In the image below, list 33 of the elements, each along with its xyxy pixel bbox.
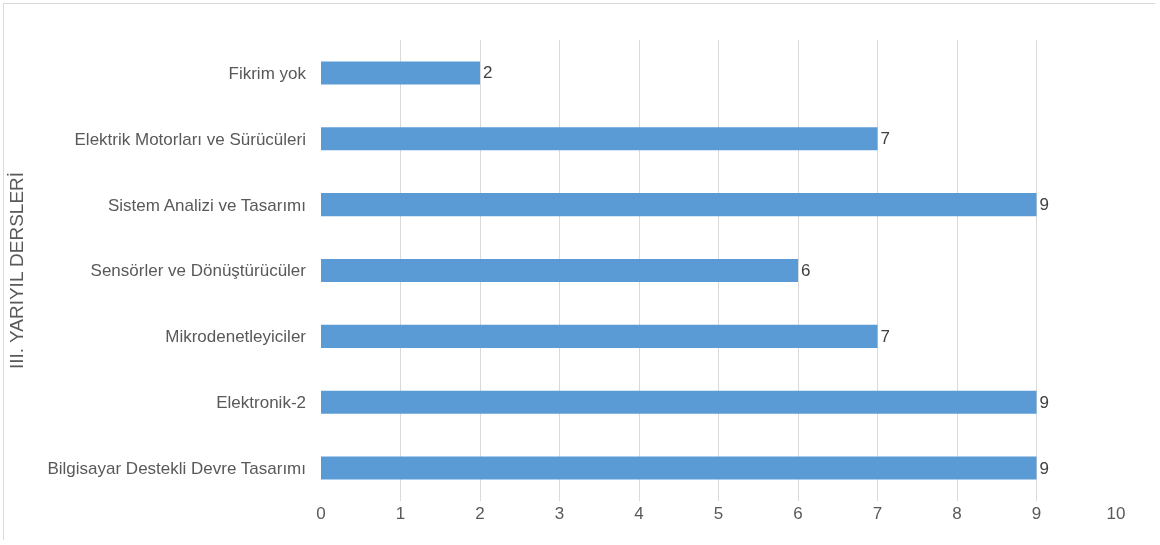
data-label: 2 — [483, 63, 493, 83]
y-axis-title: III. YARIYIL DERSLERİ — [6, 171, 28, 370]
bar — [321, 456, 1037, 480]
x-tick-label: 10 — [1106, 504, 1126, 523]
bar — [321, 258, 798, 283]
x-tick-label: 8 — [952, 504, 962, 523]
data-label: 6 — [801, 261, 811, 281]
x-tick-label: 5 — [713, 504, 724, 523]
x-tick-label: 6 — [793, 504, 803, 523]
data-label: 7 — [880, 326, 890, 346]
y-tick-label: Elektronik-2 — [216, 393, 306, 413]
x-tick-label: 7 — [872, 504, 883, 523]
x-tick-label: 9 — [1031, 504, 1042, 523]
data-label: 9 — [1039, 458, 1049, 478]
data-label: 9 — [1039, 195, 1049, 215]
y-tick-label: Sistem Analizi ve Tasarımı — [107, 195, 306, 215]
bar — [321, 127, 878, 151]
y-tick-label: Elektrik Motorları ve Sürücüleri — [74, 129, 306, 149]
x-tick-label: 2 — [475, 504, 485, 523]
bar — [321, 324, 878, 348]
bar — [321, 61, 480, 85]
y-tick-label: Bilgisayar Destekli Devre Tasarımı — [47, 459, 306, 479]
x-tick-label: 1 — [395, 504, 406, 523]
bar — [321, 193, 1037, 217]
x-tick-label: 4 — [634, 504, 644, 523]
data-label: 9 — [1039, 392, 1049, 412]
x-tick-label: 0 — [316, 504, 326, 523]
data-label: 7 — [880, 129, 890, 149]
x-tick-label: 3 — [554, 504, 565, 523]
y-tick-label: Fikrim yok — [228, 63, 307, 83]
y-tick-label: Sensörler ve Dönüştürücüler — [90, 261, 307, 281]
y-tick-label: Mikrodenetleyiciler — [165, 327, 307, 347]
bar — [321, 390, 1037, 414]
